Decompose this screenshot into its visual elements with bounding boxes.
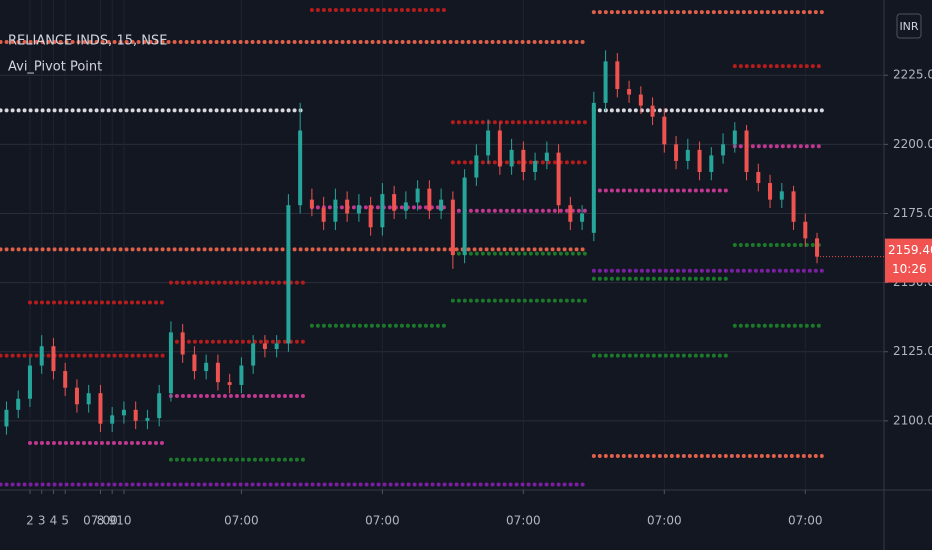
x-tick-label: 3: [38, 514, 46, 528]
candle-body: [768, 183, 773, 200]
countdown-label: 10:26: [892, 262, 927, 276]
candle-body: [709, 155, 714, 172]
candle-body: [262, 343, 267, 349]
candle-body: [63, 371, 68, 388]
candle-body: [521, 149, 526, 172]
candle-body: [474, 155, 479, 178]
y-tick-label: 2225.00: [893, 68, 932, 82]
candle-body: [486, 130, 491, 156]
x-tick-label: 8: [97, 514, 105, 528]
candle-body: [309, 199, 314, 208]
candle-body: [650, 105, 655, 117]
candle-body: [192, 354, 197, 372]
candle-body: [662, 116, 667, 145]
x-tick-label: 10: [116, 514, 131, 528]
candle-body: [321, 207, 326, 222]
candle-body: [227, 382, 232, 385]
candle-body: [497, 130, 502, 167]
candle-body: [744, 130, 749, 172]
candle-body: [591, 102, 596, 233]
candle-body: [568, 205, 573, 222]
candle-body: [533, 160, 538, 172]
candle-body: [627, 89, 632, 95]
candle-body: [392, 194, 397, 211]
candle-body: [462, 177, 467, 255]
candle-body: [509, 149, 514, 167]
candle-body: [215, 362, 220, 383]
currency-button[interactable]: [896, 13, 922, 39]
x-tick-label: 5: [61, 514, 69, 528]
y-tick-label: 2125.00: [893, 344, 932, 358]
candle-body: [685, 149, 690, 161]
y-tick-label: 2200.00: [893, 137, 932, 151]
candle-body: [51, 346, 56, 372]
candle-body: [803, 221, 808, 239]
candle-body: [732, 130, 737, 145]
candle-body: [580, 213, 585, 222]
candle-body: [697, 149, 702, 172]
candle-body: [791, 191, 796, 222]
candle-body: [815, 238, 820, 257]
candle-body: [27, 365, 32, 399]
candle-body: [380, 194, 385, 228]
symbol-title: RELIANCE INDS, 15, NSE: [8, 34, 167, 49]
candle-body: [674, 144, 679, 161]
candle-body: [556, 152, 561, 206]
candle-body: [779, 191, 784, 200]
candle-body: [603, 61, 608, 103]
candle-body: [74, 387, 79, 405]
candle-body: [251, 343, 256, 366]
candle-body: [157, 393, 162, 419]
indicator-name[interactable]: Avi_Pivot Point: [8, 60, 102, 75]
candle-body: [180, 332, 185, 355]
candle-body: [450, 199, 455, 255]
last-price-tag: [885, 238, 932, 283]
candle-body: [638, 94, 643, 106]
candle-body: [286, 205, 291, 344]
x-tick-label: 07:00: [506, 514, 541, 528]
x-tick-label: 07:00: [365, 514, 400, 528]
candle-body: [333, 199, 338, 222]
candle-body: [356, 205, 361, 214]
candle-body: [415, 188, 420, 203]
candle-body: [274, 343, 279, 349]
candle-body: [86, 393, 91, 405]
x-tick-label: 07:00: [788, 514, 823, 528]
x-tick-label: 07:00: [224, 514, 259, 528]
candle-body: [439, 199, 444, 211]
candle-body: [204, 362, 209, 372]
candle-body: [298, 130, 303, 206]
y-tick-label: 2175.00: [893, 206, 932, 220]
x-tick-label: 2: [26, 514, 34, 528]
candle-body: [98, 393, 103, 424]
x-tick-label: 07:00: [83, 514, 118, 528]
candle-body: [615, 61, 620, 90]
candle-body: [756, 171, 761, 184]
candle-body: [110, 415, 115, 424]
candle-body: [544, 152, 549, 161]
candle-body: [721, 144, 726, 156]
x-tick-label: 4: [50, 514, 58, 528]
candle-body: [145, 418, 150, 421]
candle-body: [39, 346, 44, 366]
currency-label[interactable]: INR: [899, 20, 918, 33]
candle-body: [16, 398, 21, 410]
candle-body: [345, 199, 350, 214]
candle-body: [133, 409, 138, 421]
x-tick-label: 07:00: [647, 514, 682, 528]
candle-body: [239, 365, 244, 385]
candle-body: [403, 202, 408, 211]
candle-body: [427, 188, 432, 211]
y-tick-label: 2100.00: [893, 413, 932, 427]
candle-body: [4, 409, 9, 427]
candle-body: [168, 332, 173, 394]
x-tick-label: 9: [108, 514, 116, 528]
candle-body: [368, 205, 373, 228]
candle-body: [121, 409, 126, 416]
last-price-label: 2159.40: [888, 243, 932, 257]
